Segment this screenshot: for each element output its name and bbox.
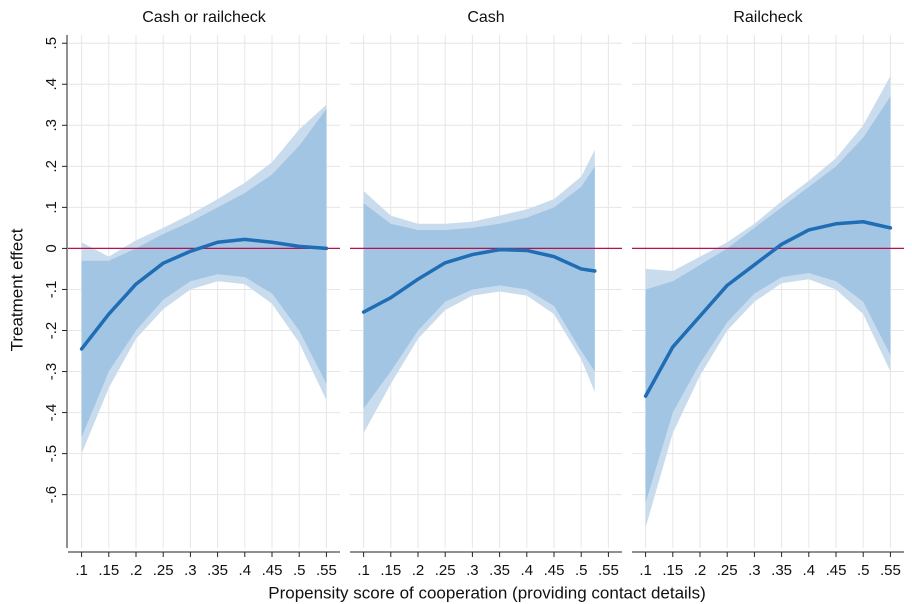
x-tick-label: .15 [98,562,119,579]
y-tick-label: -.4 [43,404,60,422]
x-tick-label: .35 [771,562,792,579]
y-tick-label: -.6 [43,486,60,504]
x-tick-label: .4 [521,562,534,579]
x-tick-label: .55 [316,562,337,579]
x-tick-label: .35 [207,562,228,579]
y-tick-label: .2 [43,160,60,173]
x-tick-label: .15 [380,562,401,579]
x-tick-label: .2 [130,562,143,579]
x-tick-label: .55 [598,562,619,579]
y-tick-label: .3 [43,119,60,132]
y-tick-label: .5 [43,37,60,50]
x-tick-label: .4 [239,562,252,579]
y-tick-label: .4 [43,78,60,91]
y-tick-label: -.5 [43,445,60,463]
y-tick-label: -.2 [43,322,60,340]
y-axis-title: Treatment effect [7,228,26,351]
panel-title: Railcheck [733,9,803,26]
x-tick-label: .1 [75,562,88,579]
confidence-band [363,166,595,409]
x-tick-label: .45 [826,562,847,579]
y-tick-label: .1 [43,201,60,214]
x-tick-label: .2 [412,562,425,579]
x-axis-title: Propensity score of cooperation (providi… [268,583,706,602]
x-tick-label: .45 [544,562,565,579]
x-tick-label: .3 [466,562,479,579]
x-tick-label: .5 [293,562,306,579]
x-tick-label: .2 [694,562,707,579]
x-tick-label: .4 [803,562,816,579]
x-tick-label: .3 [748,562,761,579]
x-tick-label: .1 [357,562,370,579]
x-tick-label: .25 [153,562,174,579]
x-tick-label: .5 [575,562,588,579]
x-tick-label: .1 [639,562,652,579]
x-tick-label: .15 [662,562,683,579]
y-tick-label: -.3 [43,363,60,381]
x-tick-label: .35 [489,562,510,579]
y-tick-label: -.1 [43,281,60,299]
x-tick-label: .25 [717,562,738,579]
panel-title: Cash or railcheck [142,9,267,26]
x-tick-label: .45 [262,562,283,579]
estimate-line [361,247,597,314]
confidence-band [645,96,891,503]
x-tick-label: .55 [880,562,901,579]
y-tick-label: 0 [43,244,60,252]
confidence-band [81,108,327,438]
x-tick-label: .5 [857,562,870,579]
estimate-line [643,219,893,398]
x-tick-label: .3 [184,562,197,579]
panel-title: Cash [467,9,504,26]
estimate-line [79,237,329,351]
x-tick-label: .25 [435,562,456,579]
